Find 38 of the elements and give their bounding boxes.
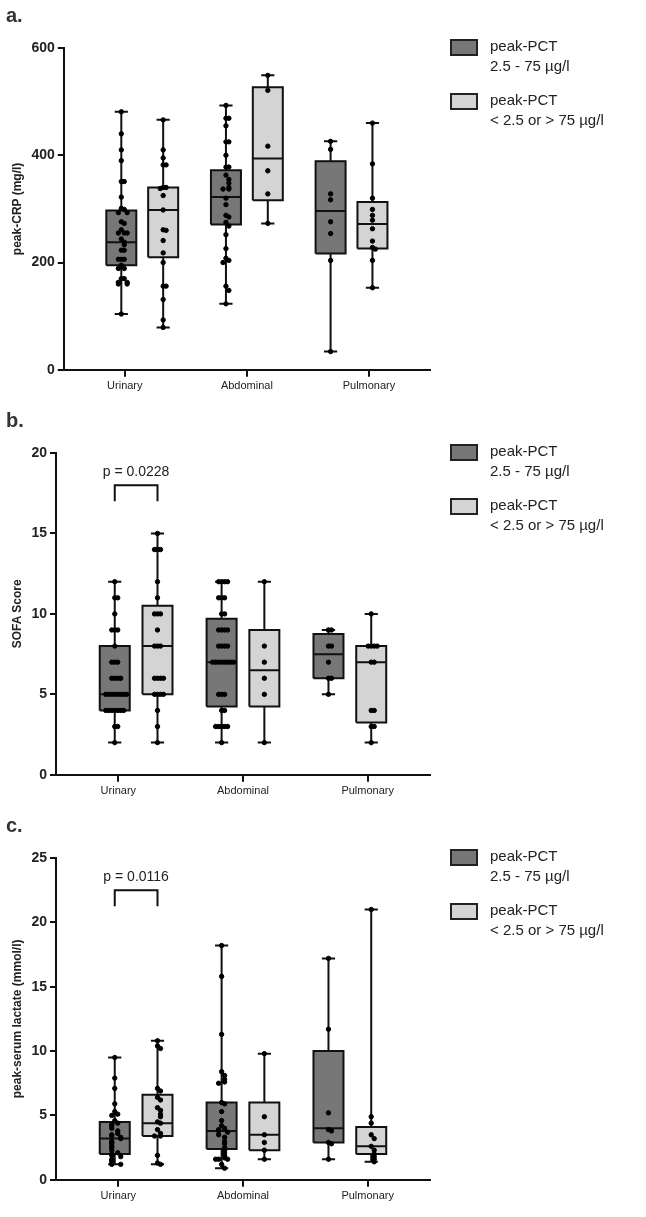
x-tick-label: Pulmonary — [341, 784, 395, 797]
y-axis-title: peak-serum lactate (mmol/l) — [9, 939, 24, 1099]
chart-title: a. — [6, 3, 23, 26]
annotation: p = 0.0116 — [103, 868, 170, 885]
y-tick-label: 5 — [39, 685, 48, 702]
x-tick-label: Abdominal — [216, 1189, 269, 1202]
legend-label: peak-PCT < 2.5 or > 75 µg/l — [490, 495, 604, 535]
legend-label: peak-PCT < 2.5 or > 75 µg/l — [490, 90, 604, 130]
y-tick-label: 200 — [31, 253, 55, 270]
y-tick-label: 0 — [46, 360, 55, 377]
x-tick-label: Abdominal — [216, 784, 269, 797]
x-tick-label: Pulmonary — [342, 379, 396, 392]
x-tick-label: Urinary — [100, 784, 137, 797]
y-tick-label: 10 — [31, 604, 48, 621]
y-axis-title: peak-CRP (mg/l) — [9, 162, 24, 256]
y-axis-title: SOFA Score — [9, 579, 24, 649]
y-tick-label: 400 — [31, 146, 55, 163]
x-tick-label: Urinary — [107, 379, 144, 392]
y-tick-label: 0 — [39, 765, 48, 782]
y-tick-label: 25 — [31, 848, 48, 865]
x-tick-label: Urinary — [100, 1189, 137, 1202]
y-tick-label: 0 — [39, 1170, 48, 1187]
y-tick-label: 15 — [31, 524, 48, 541]
y-tick-label: 10 — [31, 1041, 48, 1058]
y-tick-label: 5 — [39, 1106, 48, 1123]
x-tick-label: Abdominal — [220, 379, 273, 392]
y-tick-label: 20 — [31, 443, 48, 460]
chart-title: c. — [6, 813, 23, 836]
x-tick-label: Pulmonary — [341, 1189, 395, 1202]
legend-label: peak-PCT 2.5 - 75 µg/l — [490, 846, 570, 886]
chart-title: b. — [6, 408, 24, 431]
y-tick-label: 15 — [31, 977, 48, 994]
y-tick-label: 20 — [31, 913, 48, 930]
y-tick-label: 600 — [31, 38, 55, 55]
legend-label: peak-PCT < 2.5 or > 75 µg/l — [490, 900, 604, 940]
legend-label: peak-PCT 2.5 - 75 µg/l — [490, 36, 570, 76]
legend-label: peak-PCT 2.5 - 75 µg/l — [490, 441, 570, 481]
annotation: p = 0.0228 — [102, 463, 170, 480]
